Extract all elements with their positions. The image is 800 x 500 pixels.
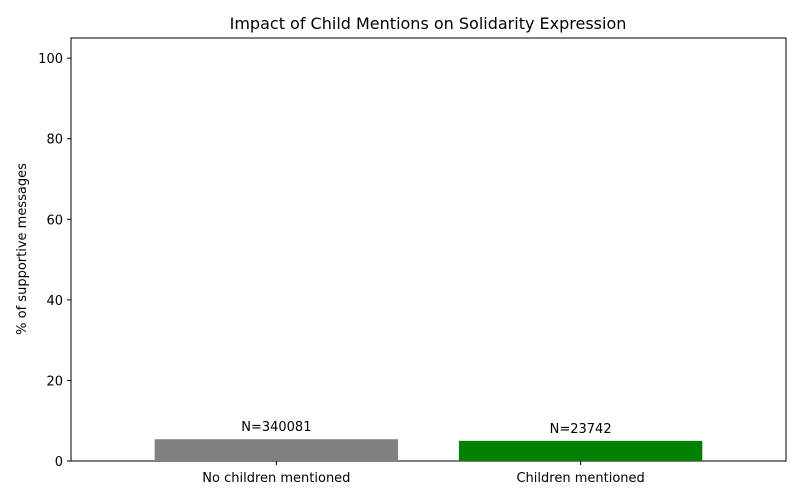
- y-axis: 0 20 40 60 80 100: [38, 52, 71, 470]
- x-tick-label: No children mentioned: [202, 471, 350, 486]
- x-tick-label: Children mentioned: [516, 471, 644, 486]
- bars-group: N=340081 N=23742: [154, 420, 703, 461]
- bar-data-label: N=340081: [241, 420, 311, 435]
- bar-2: [458, 440, 703, 461]
- y-tick-label: 80: [46, 133, 63, 148]
- plot-area-frame: [70, 37, 787, 462]
- y-axis-label: % of supportive messages: [15, 163, 30, 335]
- x-axis: No children mentioned Children mentioned: [202, 461, 645, 486]
- y-tick-label: 40: [46, 294, 63, 309]
- y-tick-label: 60: [46, 213, 63, 228]
- chart-title: Impact of Child Mentions on Solidarity E…: [230, 14, 627, 33]
- y-tick-label: 20: [46, 374, 63, 389]
- y-tick-label: 100: [38, 52, 63, 67]
- bar-1: [154, 439, 399, 461]
- y-tick-label: 0: [55, 455, 63, 470]
- bar-data-label: N=23742: [550, 422, 612, 437]
